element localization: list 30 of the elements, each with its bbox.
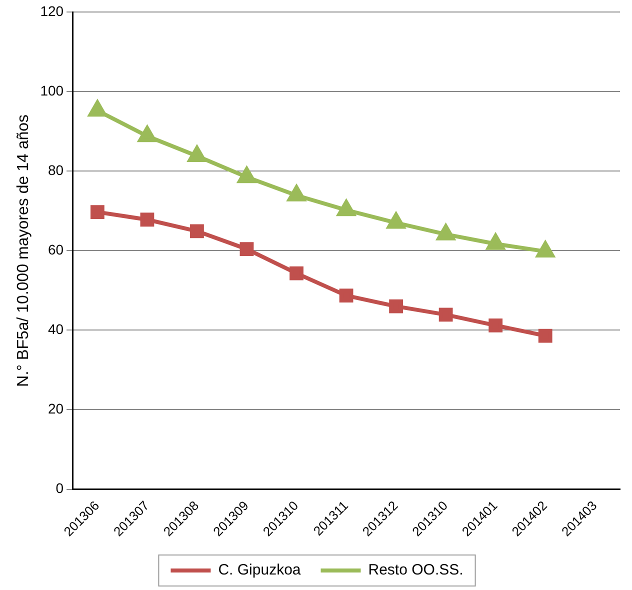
y-tick-label: 40 [48, 321, 64, 338]
y-tick-label: 60 [48, 242, 64, 258]
point [438, 308, 453, 322]
point [488, 318, 503, 332]
legend-label: C. Gipuzkoa [218, 562, 302, 579]
point [436, 224, 455, 240]
point [140, 212, 154, 227]
y-tick-label: 120 [40, 2, 64, 19]
point [238, 167, 256, 184]
point [486, 234, 505, 250]
y-tick-label: 80 [48, 162, 64, 178]
legend-label: Resto OO.SS. [368, 562, 464, 579]
point [90, 205, 104, 220]
point [190, 224, 204, 238]
y-tick-label: 20 [48, 400, 64, 417]
point [389, 299, 403, 314]
point [288, 185, 306, 202]
point [538, 328, 552, 343]
y-tick-label: 0 [56, 480, 64, 496]
point [188, 146, 206, 162]
y-axis-title: N.° BF5a/ 10.000 mayores de 14 años [15, 114, 32, 387]
point [387, 212, 405, 229]
point [290, 266, 304, 280]
point [337, 200, 356, 216]
point [240, 242, 254, 256]
point [339, 288, 354, 303]
point [138, 126, 156, 142]
point [88, 100, 106, 117]
point [536, 241, 554, 258]
y-tick-label: 100 [40, 82, 64, 98]
